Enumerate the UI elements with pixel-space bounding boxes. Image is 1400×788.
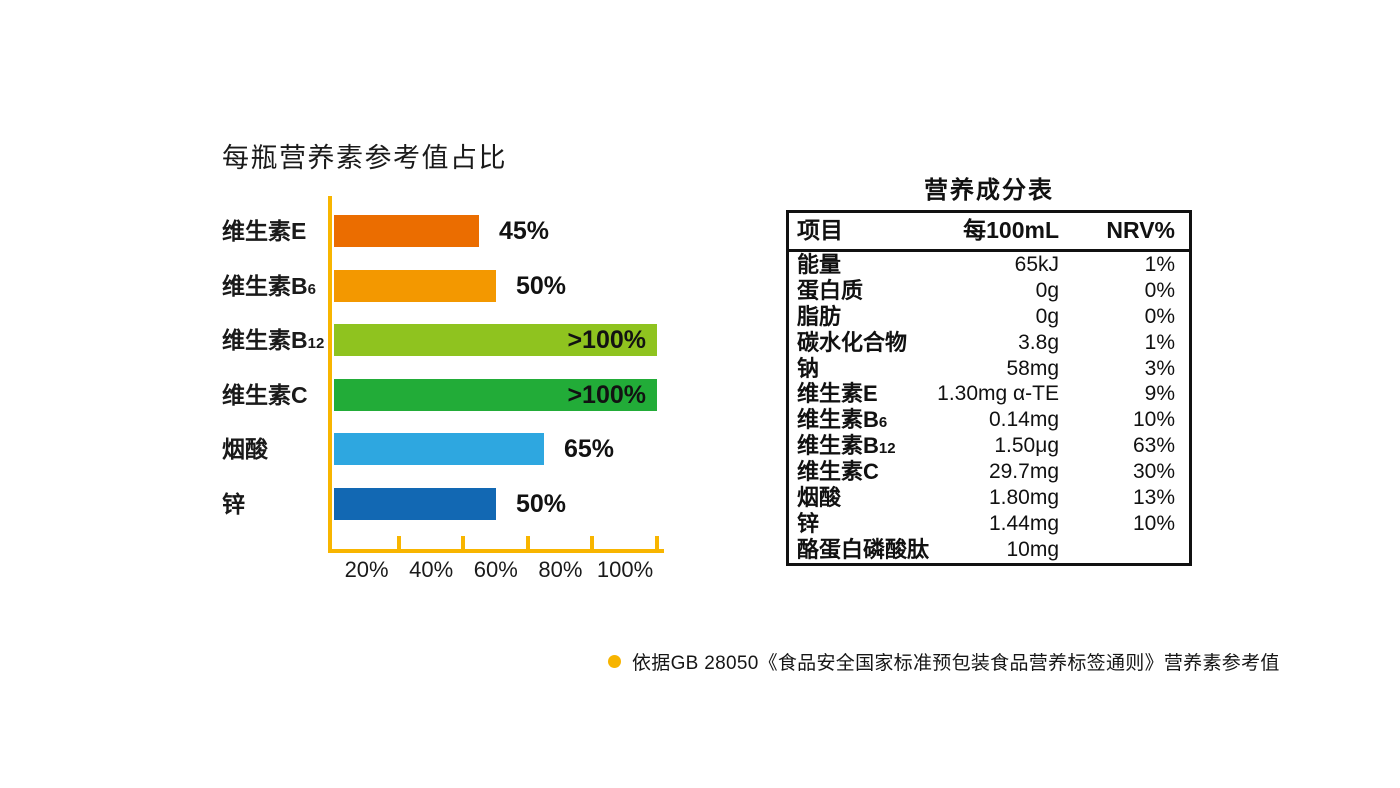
cell-per100ml: 1.30mg α-TE	[937, 382, 1059, 406]
x-tick	[396, 536, 401, 549]
cell-nrv: 1%	[1144, 253, 1175, 276]
cell-item: 碳水化合物	[797, 329, 908, 355]
cell-item: 蛋白质	[797, 277, 864, 303]
cell-nrv: 0%	[1144, 278, 1175, 302]
table-row: 维生素B6 0.14mg 10%	[789, 407, 1189, 433]
cell-nrv: 13%	[1132, 486, 1175, 510]
table-row: 维生素E 1.30mg α-TE 9%	[789, 381, 1189, 407]
bar	[334, 269, 496, 302]
bar-value-label: 45%	[499, 217, 550, 245]
cell-per100ml: 0g	[1035, 304, 1059, 328]
subscript: 12	[878, 440, 896, 458]
cell-per100ml: 0.14mg	[988, 408, 1059, 432]
cell-item: 维生素C	[797, 459, 879, 485]
x-tick	[461, 536, 466, 549]
cell-per100ml: 29.7mg	[988, 460, 1059, 484]
table-row: 脂肪 0g 0%	[789, 304, 1189, 330]
x-tick	[590, 536, 595, 549]
cell-per100ml: 65kJ	[1014, 253, 1059, 276]
x-tick-label: 60%	[473, 557, 518, 582]
x-tick-label: 40%	[409, 557, 454, 582]
cell-nrv: 0%	[1144, 304, 1175, 328]
table-row: 维生素B12 1.50μg 63%	[789, 433, 1189, 459]
bullet-dot-icon	[608, 655, 621, 668]
x-tick-label: 20%	[344, 557, 389, 582]
bar-category-label: 维生素B6	[222, 272, 316, 299]
cell-per100ml: 58mg	[1006, 356, 1059, 380]
cell-item: 维生素E	[797, 381, 878, 407]
x-tick-label: 100%	[596, 557, 654, 582]
cell-nrv	[1059, 537, 1189, 563]
table-header-item: 项目	[797, 217, 843, 243]
cell-item: 维生素B12	[797, 433, 896, 459]
x-tick	[525, 536, 530, 549]
cell-item: 钠	[797, 355, 820, 381]
table-row: 能量 65kJ 1%	[789, 252, 1189, 278]
bar	[334, 215, 479, 247]
cell-nrv: 10%	[1132, 511, 1175, 535]
table-row: 钠 58mg 3%	[789, 356, 1189, 382]
chart-title: 每瓶营养素参考值占比	[222, 143, 507, 173]
bar-category-label: 维生素B12	[222, 327, 325, 354]
bar	[334, 433, 544, 466]
cell-item: 烟酸	[797, 485, 842, 511]
cell-nrv: 10%	[1132, 408, 1175, 432]
bar-value-label: 50%	[516, 271, 567, 300]
bar-category-label: 锌	[222, 491, 245, 517]
cell-nrv: 9%	[1144, 382, 1175, 406]
cell-item: 维生素B6	[797, 407, 888, 433]
cell-item: 脂肪	[797, 303, 842, 329]
table-row: 烟酸 1.80mg 13%	[789, 485, 1189, 511]
bar-value-label: 50%	[516, 490, 567, 518]
table-header-per100ml: 每100mL	[963, 217, 1059, 243]
bar	[334, 324, 657, 357]
cell-item: 能量	[797, 252, 842, 277]
bar-category-label: 烟酸	[222, 436, 268, 463]
bar-category-label: 维生素C	[222, 381, 308, 408]
table-row: 锌 1.44mg 10%	[789, 511, 1189, 537]
y-axis-line	[328, 196, 332, 553]
footnote-text: 依据GB 28050《食品安全国家标准预包装食品营养标签通则》营养素参考值	[632, 653, 1280, 674]
subscript: 12	[307, 335, 325, 353]
bar	[334, 378, 657, 411]
table-row: 蛋白质 0g 0%	[789, 278, 1189, 304]
bar-value-label: >100%	[567, 380, 646, 409]
x-tick	[655, 536, 659, 549]
table-header-row: 项目 每100mL NRV%	[789, 213, 1189, 252]
x-tick-label: 80%	[538, 557, 583, 582]
cell-per100ml: 1.50μg	[994, 434, 1059, 458]
bar-value-label: >100%	[567, 326, 646, 355]
bar-value-label: 65%	[564, 435, 615, 464]
bar	[334, 488, 496, 520]
subscript: 6	[307, 280, 316, 298]
bar-category-label: 维生素E	[222, 218, 307, 244]
cell-nrv: 1%	[1144, 330, 1175, 354]
cell-nrv: 30%	[1132, 460, 1175, 484]
table-row: 维生素C 29.7mg 30%	[789, 459, 1189, 485]
cell-nrv: 3%	[1144, 356, 1175, 380]
table-row: 碳水化合物 3.8g 1%	[789, 330, 1189, 356]
table-body: 能量 65kJ 1% 蛋白质 0g 0% 脂肪 0g 0% 碳水化合物 3.8g 1% 钠 58mg 3% 维…	[789, 252, 1189, 563]
subscript: 6	[878, 414, 888, 432]
table-header-nrv: NRV%	[1106, 217, 1175, 243]
cell-nrv: 63%	[1132, 434, 1175, 458]
nutrition-table: 项目 每100mL NRV% 能量 65kJ 1% 蛋白质 0g 0% 脂肪 0g 0% 碳水化合…	[786, 210, 1192, 566]
cell-per100ml: 0g	[1035, 278, 1059, 302]
cell-item: 酪蛋白磷酸肽	[797, 536, 930, 562]
cell-per100ml: 1.44mg	[988, 511, 1059, 535]
nutrition-table-title: 营养成分表	[924, 177, 1054, 204]
x-axis-line	[328, 549, 664, 553]
table-row: 酪蛋白磷酸肽 10mg	[789, 537, 1189, 563]
cell-per100ml: 1.80mg	[988, 486, 1059, 510]
footnote: 依据GB 28050《食品安全国家标准预包装食品营养标签通则》营养素参考值	[608, 648, 1280, 675]
cell-per100ml: 3.8g	[1018, 330, 1059, 354]
cell-per100ml: 10mg	[1006, 537, 1059, 561]
cell-item: 锌	[797, 510, 820, 536]
